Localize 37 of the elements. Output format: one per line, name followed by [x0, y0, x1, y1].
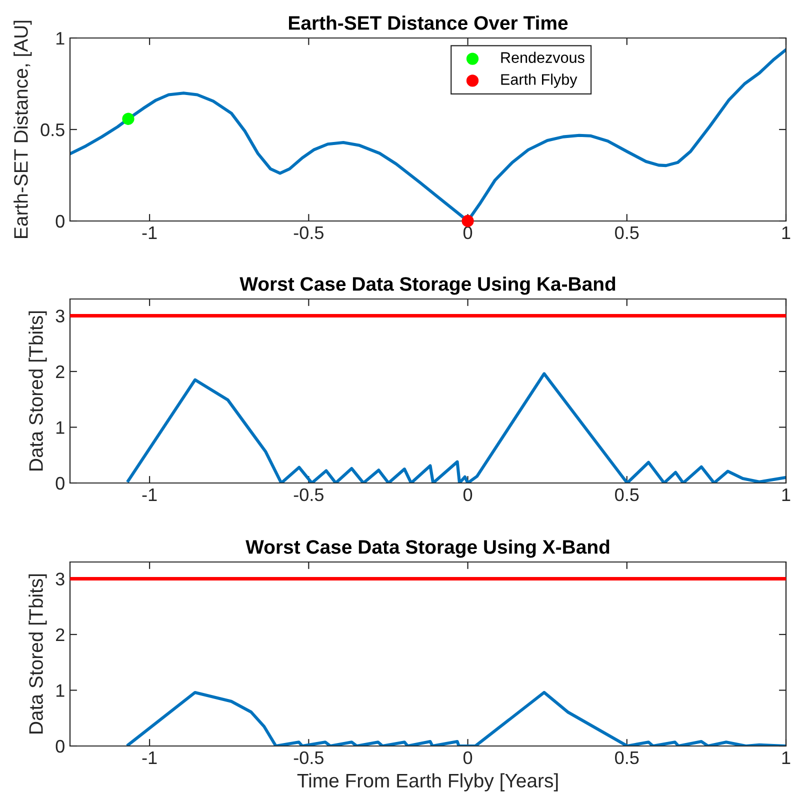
legend-label: Earth Flyby [501, 74, 578, 88]
y-tick-label: 1 [56, 684, 64, 697]
y-axis-title: Data Stored [Tbits] [28, 574, 47, 734]
x-tick-label: -0.5 [294, 226, 324, 240]
x-tick-label: 0.5 [615, 488, 639, 502]
x-tick-label: 0 [463, 226, 472, 240]
x-tick-label: 1 [782, 488, 790, 501]
chart-title: Worst Case Data Storage Using X-Band [246, 540, 610, 558]
y-axis-title: Data Stored [Tbits] [28, 311, 47, 470]
y-tick-label: 0 [56, 476, 64, 490]
x-tick-label: -0.5 [294, 488, 324, 502]
x-tick-label: 0.5 [615, 226, 639, 240]
y-tick-label: 1 [56, 421, 64, 434]
y-tick-label: 1 [56, 32, 64, 45]
x-tick-label: 0.5 [615, 751, 639, 764]
x-tick-label: 0 [463, 751, 472, 764]
y-tick-label: 0.5 [40, 123, 64, 136]
y-tick-label: 3 [56, 310, 64, 322]
y-tick-label: 2 [56, 365, 64, 378]
y-axis-title: Earth-SET Distance, [AU] [14, 20, 32, 238]
y-tick-label: 0 [56, 214, 64, 228]
line-series [126, 372, 786, 483]
x-tick-label: -1 [142, 488, 157, 501]
y-tick-label: 2 [56, 628, 64, 642]
x-axis-title: Time From Earth Flyby [Years] [297, 773, 558, 792]
x-tick-label: -0.5 [294, 751, 324, 764]
legend-label: Rendezvous [501, 52, 584, 63]
x-tick-label: 1 [782, 752, 790, 764]
x-tick-label: 1 [782, 226, 790, 239]
chart-title: Earth-SET Distance Over Time [289, 16, 568, 30]
y-tick-label: 0 [56, 740, 64, 753]
x-tick-label: 0 [463, 488, 472, 502]
x-tick-label: -1 [142, 226, 157, 239]
y-tick-label: 3 [56, 572, 64, 586]
x-tick-label: -1 [142, 752, 157, 764]
line-series [126, 690, 786, 746]
chart-title: Worst Case Data Storage Using Ka-Band [240, 276, 616, 295]
